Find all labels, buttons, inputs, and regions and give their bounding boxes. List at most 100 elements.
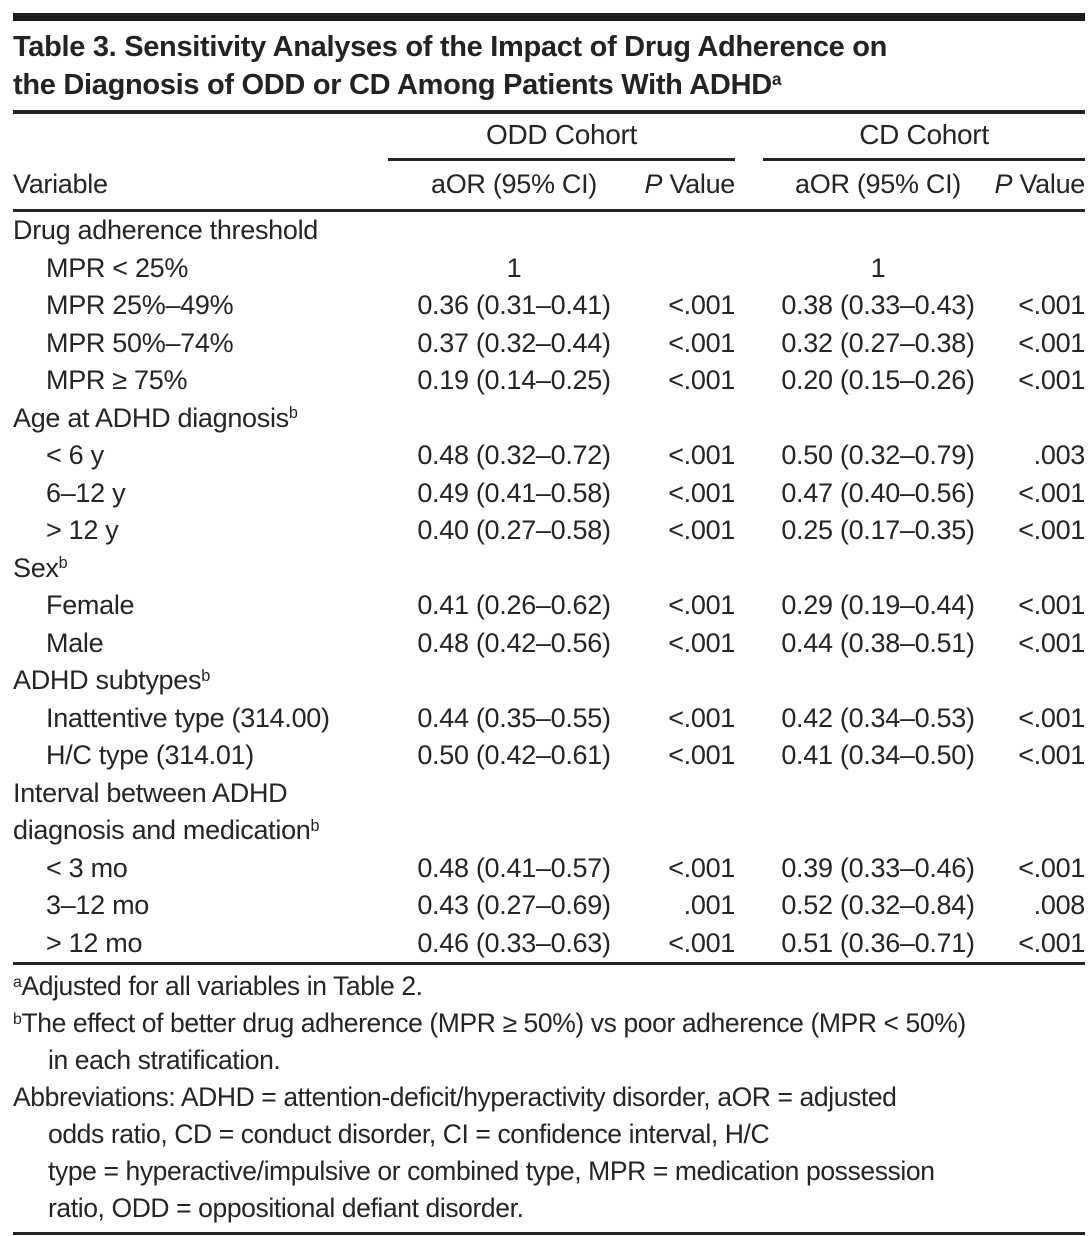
odd-pvalue-cell: <.001 (668, 702, 736, 733)
column-gap (735, 662, 763, 700)
cd-aor-cell: 0.38 (0.33–0.43) (781, 290, 975, 320)
footnote-text: Adjusted for all variables in Table 2. (21, 971, 423, 1001)
cd-aor-cell: 0.44 (0.38–0.51) (781, 627, 975, 658)
cd-aor-cell: 0.32 (0.27–0.38) (781, 327, 975, 358)
column-gap (735, 287, 763, 325)
table-bottom-rule (13, 962, 1085, 965)
cd-pvalue-cell: .008 (1033, 890, 1086, 920)
variable-cell: ADHD subtypesb (13, 662, 388, 700)
cd-aor-cell: 1 (870, 252, 886, 283)
variable-label: Male (46, 627, 104, 658)
table-row: MPR ≥ 75% 0.19 (0.14–0.25) <.001 0.20 (0.15… (13, 362, 1085, 400)
variable-label: Age at ADHD diagnosis (13, 402, 289, 433)
column-gap (735, 700, 763, 738)
variable-cell: Inattentive type (314.00) (13, 700, 388, 738)
table-row: 6–12 y 0.49 (0.41–0.58) <.001 0.47 (0.40–0.… (13, 475, 1085, 513)
footnote-item: aAdjusted for all variables in Table 2. (13, 968, 1085, 1005)
cd-pvalue-cell: <.001 (1018, 702, 1086, 733)
table-title-text: Table 3. Sensitivity Analyses of the Imp… (13, 31, 888, 101)
odd-aor-cell (388, 211, 640, 250)
cd-pvalue-cell: <.001 (1018, 927, 1086, 958)
cd-pvalue-cell: <.001 (1018, 627, 1086, 658)
cd-aor-cell (763, 550, 993, 588)
cd-pvalue-cell: <.001 (1018, 852, 1086, 883)
odd-pvalue-cell: <.001 (668, 590, 736, 620)
odd-pvalue-column-header: P Value (640, 159, 736, 212)
variable-cell: Sexb (13, 550, 388, 588)
top-rule-bar (13, 13, 1085, 21)
cd-cohort-header: CD Cohort (763, 114, 1086, 161)
footnote-item: bThe effect of better drug adherence (MP… (13, 1005, 1085, 1079)
table-row: Female 0.41 (0.26–0.62) <.001 0.29 (0.19–0.… (13, 587, 1085, 625)
variable-label: 6–12 y (46, 477, 126, 508)
column-gap (735, 114, 763, 160)
cd-pvalue-cell: <.001 (1018, 515, 1086, 545)
table-row: Interval between ADHD diagnosis and medi… (13, 775, 1085, 850)
odd-pvalue-cell: <.001 (668, 515, 736, 545)
cd-aor-cell: 0.39 (0.33–0.46) (781, 852, 975, 883)
odd-aor-column-header: aOR (95% CI) (388, 159, 640, 212)
column-gap (735, 887, 763, 925)
variable-cell: < 3 mo (13, 850, 388, 888)
column-gap (735, 211, 763, 250)
footnote-marker: b (288, 404, 298, 423)
variable-label: ADHD subtypes (13, 665, 202, 695)
odd-aor-cell: 0.37 (0.32–0.44) (417, 327, 611, 358)
cd-pvalue-cell (993, 211, 1085, 250)
p-label-rest: Value (1012, 169, 1086, 199)
cd-pvalue-cell (993, 400, 1085, 438)
variable-cell: Age at ADHD diagnosisb (13, 400, 388, 438)
column-gap (735, 925, 763, 963)
odd-aor-cell (388, 550, 640, 588)
odd-pvalue-cell: <.001 (668, 365, 736, 395)
variable-cell: MPR ≥ 75% (13, 362, 388, 400)
cd-aor-cell: 0.42 (0.34–0.53) (781, 702, 975, 733)
table-body: Drug adherence threshold MPR < 25% 1 1 MPR 2… (13, 211, 1085, 963)
cd-aor-cell: 0.29 (0.19–0.44) (781, 590, 975, 620)
variable-label: Inattentive type (314.00) (46, 702, 330, 733)
odd-aor-cell (388, 662, 640, 700)
table-row: Age at ADHD diagnosisb (13, 400, 1085, 438)
cd-aor-cell: 0.47 (0.40–0.56) (781, 477, 975, 508)
p-label-rest: Value (662, 169, 736, 199)
column-gap (735, 362, 763, 400)
cd-aor-cell (763, 211, 993, 250)
variable-label: Drug adherence threshold (13, 215, 319, 245)
variable-label: MPR < 25% (46, 252, 189, 283)
cd-aor-cell: 0.52 (0.32–0.84) (781, 890, 975, 920)
cd-aor-cell (763, 400, 993, 438)
variable-label: MPR ≥ 75% (46, 365, 188, 395)
odd-aor-cell: 1 (506, 252, 522, 283)
odd-cohort-header: ODD Cohort (388, 114, 736, 161)
variable-cell: > 12 y (13, 512, 388, 550)
variable-label: MPR 25%–49% (46, 290, 234, 320)
odd-pvalue-cell: <.001 (668, 852, 736, 883)
table-row: > 12 mo 0.46 (0.33–0.63) <.001 0.51 (0.36–0… (13, 925, 1085, 963)
column-gap (735, 325, 763, 363)
cd-aor-column-header: aOR (95% CI) (763, 159, 994, 212)
cd-pvalue-cell: .003 (1033, 440, 1086, 470)
column-gap (735, 625, 763, 663)
odd-pvalue-cell: <.001 (668, 327, 736, 358)
table-row: Inattentive type (314.00) 0.44 (0.35–0.55… (13, 700, 1085, 738)
cd-aor-cell: 0.51 (0.36–0.71) (781, 927, 975, 958)
cd-pvalue-cell (993, 550, 1085, 588)
cd-pvalue-cell (993, 775, 1085, 850)
table-title: Table 3. Sensitivity Analyses of the Imp… (13, 28, 1085, 104)
variable-cell: MPR < 25% (13, 250, 388, 288)
column-gap (735, 775, 763, 850)
cd-pvalue-cell: <.001 (1018, 290, 1086, 320)
column-gap (735, 250, 763, 288)
odd-aor-cell: 0.36 (0.31–0.41) (417, 290, 611, 320)
p-label-italic: P (644, 169, 663, 199)
aor-ci-label: aOR (95% CI) (795, 169, 961, 199)
odd-aor-cell: 0.41 (0.26–0.62) (417, 590, 611, 620)
table-row: ADHD subtypesb (13, 662, 1085, 700)
variable-label: > 12 mo (46, 927, 143, 958)
odd-pvalue-cell (640, 550, 735, 588)
column-gap (735, 475, 763, 513)
table-header: ODD Cohort CD Cohort Variable aOR (95% C… (13, 114, 1086, 212)
cd-aor-cell: 0.50 (0.32–0.79) (781, 440, 975, 470)
variable-cell: Male (13, 625, 388, 663)
